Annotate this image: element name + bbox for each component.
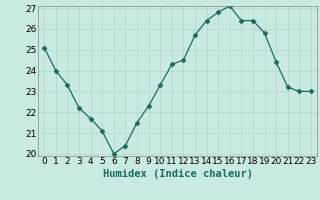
X-axis label: Humidex (Indice chaleur): Humidex (Indice chaleur) (103, 169, 252, 179)
